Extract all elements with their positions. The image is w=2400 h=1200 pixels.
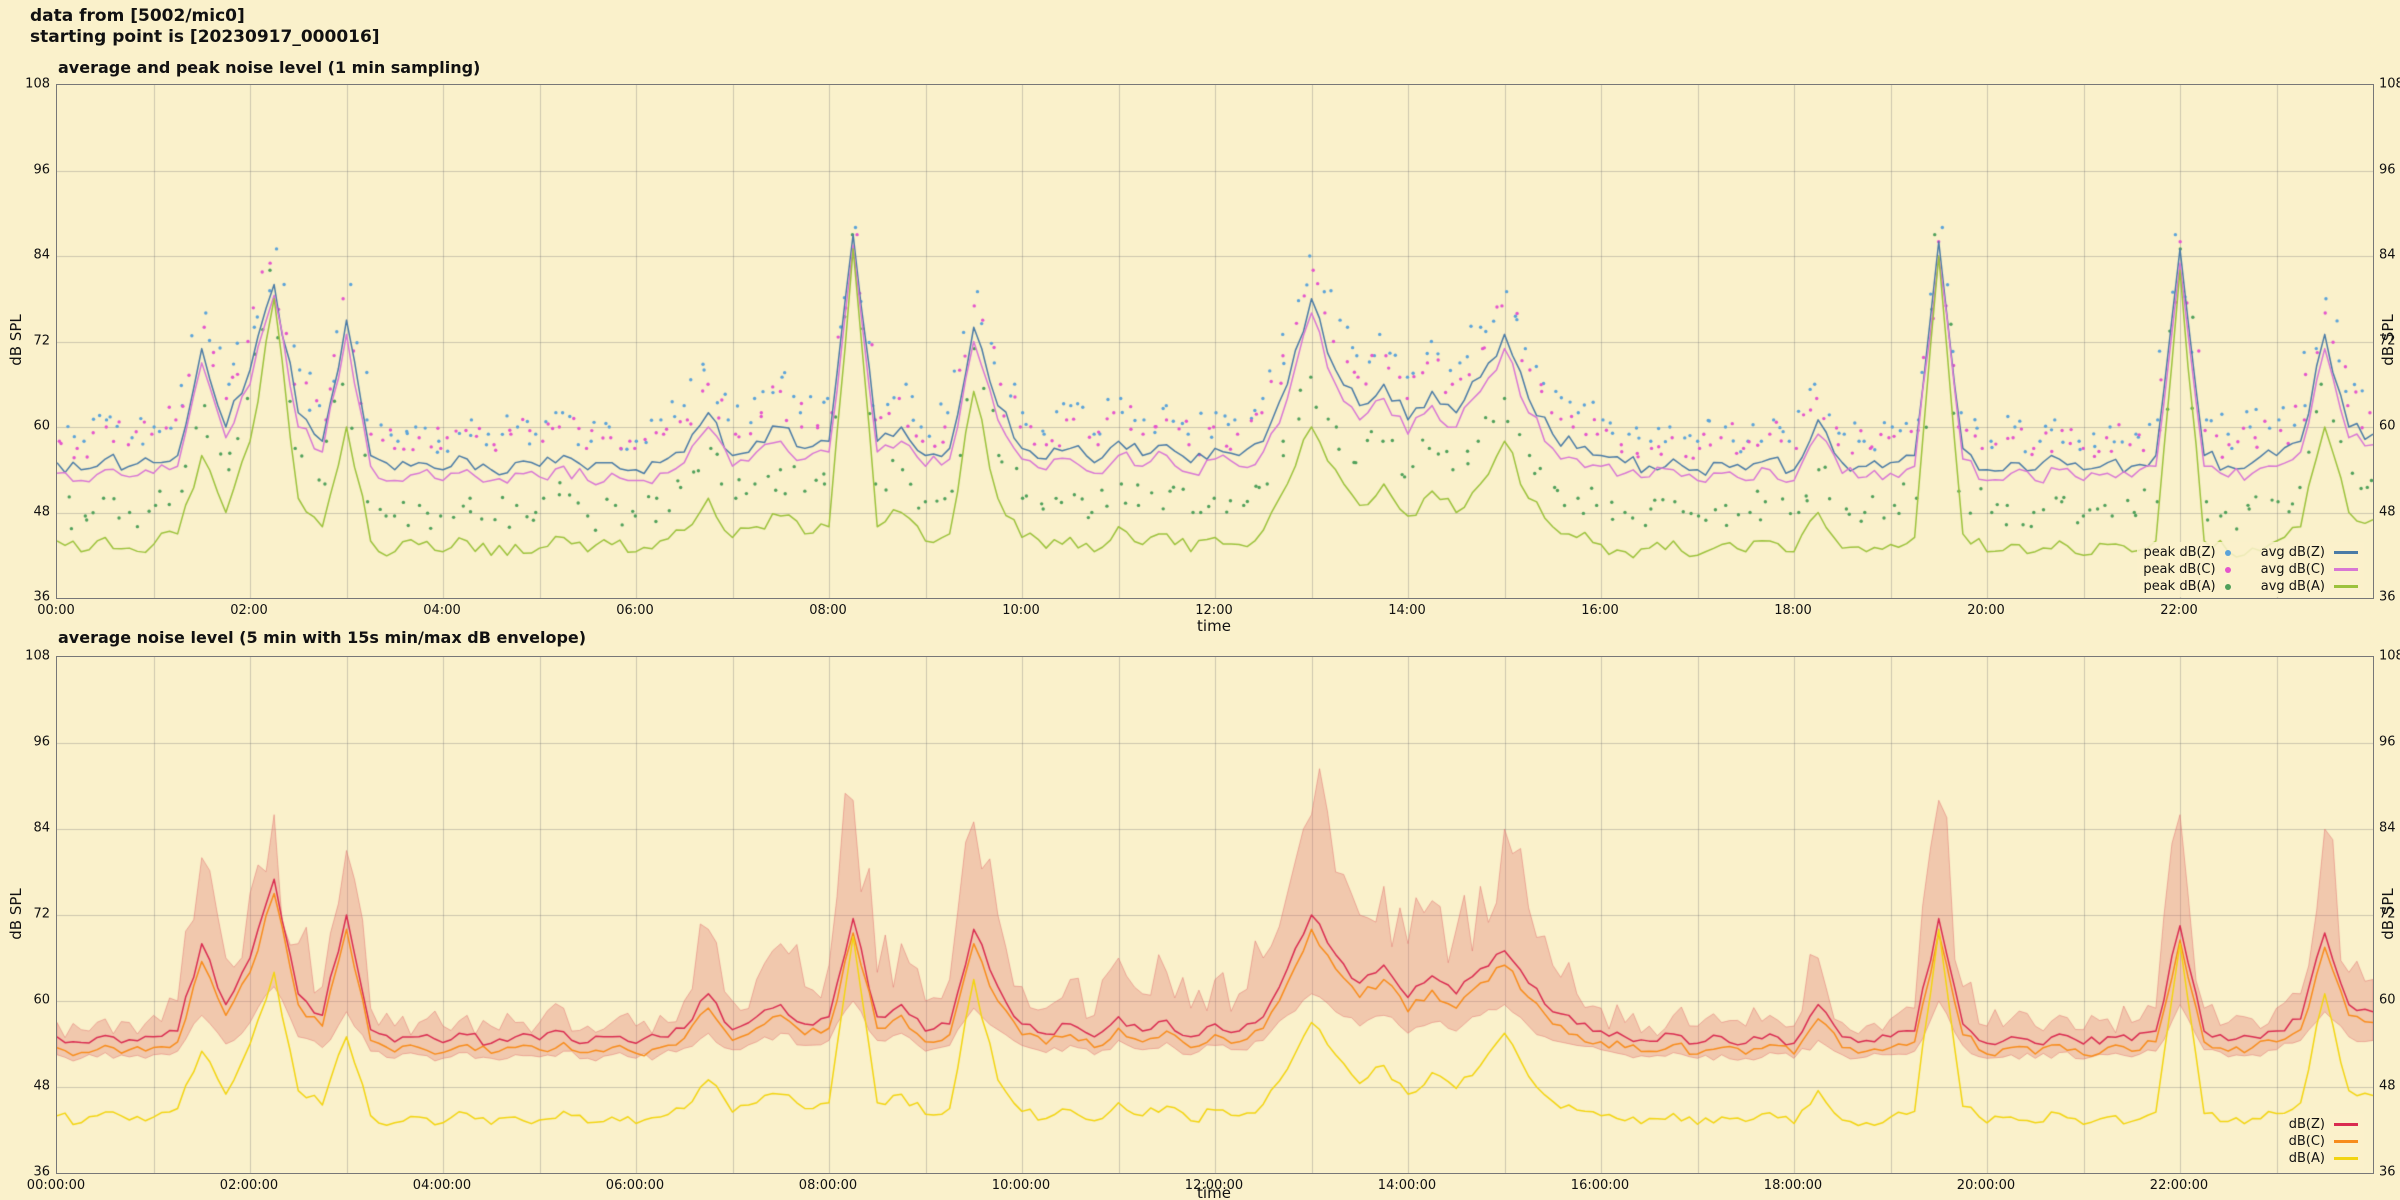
y-tick-label: 36 [33, 1164, 50, 1180]
x-tick-label: 22:00:00 [2149, 1178, 2209, 1193]
legend-label: peak dB(C) [2143, 562, 2216, 577]
start-point-line: starting point is [20230917_000016] [30, 27, 380, 47]
x-tick-label: 10:00:00 [991, 1178, 1051, 1193]
x-tick-label: 14:00:00 [1377, 1178, 1437, 1193]
x-tick-label: 00:00 [37, 603, 75, 618]
data-source-line: data from [5002/mic0] [30, 6, 245, 26]
chart2-canvas [57, 657, 2373, 1173]
legend-item-peak-dbc: peak dB(C) [2143, 561, 2231, 578]
x-tick-label: 08:00 [809, 603, 847, 618]
legend-item-peak-dbz: peak dB(Z) [2143, 544, 2231, 561]
x-tick-label: 20:00 [1967, 603, 2005, 618]
y-tick-label: 108 [25, 76, 50, 92]
peak-dbz-marker-icon [2224, 549, 2231, 556]
y-tick-label: 36 [2379, 1164, 2396, 1180]
y-tick-label: 84 [2379, 247, 2396, 263]
y-tick-label: 72 [33, 333, 50, 348]
legend-label: dB(Z) [2288, 1117, 2325, 1132]
chart1-title: average and peak noise level (1 min samp… [58, 58, 481, 77]
y-tick-label: 108 [2379, 648, 2400, 664]
chart1-plot-area [56, 84, 2374, 599]
dbc-marker-icon [2334, 1140, 2358, 1143]
y-tick-label: 72 [33, 906, 50, 922]
peak-dba-marker-icon [2224, 583, 2231, 590]
x-tick-label: 02:00:00 [219, 1178, 279, 1193]
legend-label: peak dB(Z) [2143, 545, 2216, 560]
avg-dbc-marker-icon [2334, 568, 2358, 571]
legend-label: avg dB(A) [2260, 579, 2325, 594]
avg-dbz-marker-icon [2334, 551, 2358, 554]
y-tick-label: 48 [33, 1078, 50, 1094]
y-tick-label: 48 [33, 504, 50, 519]
y-tick-label: 60 [2379, 418, 2396, 434]
x-tick-label: 18:00:00 [1763, 1178, 1823, 1193]
legend-label: dB(A) [2288, 1151, 2325, 1166]
y-tick-label: 96 [2379, 162, 2396, 177]
legend-item-dbz: dB(Z) [2289, 1116, 2358, 1133]
x-tick-label: 02:00 [230, 603, 268, 618]
y-tick-label: 84 [2379, 820, 2396, 836]
x-tick-label: 18:00 [1774, 603, 1812, 618]
legend-label: dB(C) [2288, 1134, 2325, 1149]
y-tick-label: 108 [25, 648, 50, 664]
legend-item-avg-dba: avg dB(A) [2261, 578, 2358, 595]
x-tick-label: 06:00:00 [605, 1178, 665, 1193]
x-tick-label: 12:00 [1195, 603, 1233, 618]
chart1-legend: peak dB(Z) avg dB(Z) peak dB(C) avg dB(C… [2137, 542, 2364, 597]
x-tick-label: 00:00:00 [26, 1178, 86, 1193]
y-tick-label: 72 [2379, 906, 2396, 922]
x-tick-label: 10:00 [1002, 603, 1040, 618]
x-tick-label: 16:00 [1581, 603, 1619, 618]
peak-dbc-marker-icon [2224, 566, 2231, 573]
y-tick-label: 72 [2379, 333, 2396, 348]
x-tick-label: 08:00:00 [798, 1178, 858, 1193]
y-tick-label: 84 [33, 820, 50, 836]
avg-dba-marker-icon [2334, 585, 2358, 588]
legend-item-dba: dB(A) [2289, 1150, 2358, 1167]
dbz-marker-icon [2334, 1123, 2358, 1126]
x-tick-label: 12:00:00 [1184, 1178, 1244, 1193]
y-tick-label: 108 [2379, 76, 2400, 92]
x-tick-label: 22:00 [2160, 603, 2198, 618]
y-tick-label: 60 [33, 992, 50, 1008]
chart1-canvas [57, 85, 2373, 598]
y-tick-label: 60 [2379, 992, 2396, 1008]
x-tick-label: 16:00:00 [1570, 1178, 1630, 1193]
y-tick-label: 48 [2379, 1078, 2396, 1094]
legend-item-avg-dbz: avg dB(Z) [2261, 544, 2358, 561]
chart2-legend: dB(Z) dB(C) dB(A) [2282, 1114, 2364, 1169]
y-tick-label: 84 [33, 247, 50, 263]
legend-item-peak-dba: peak dB(A) [2143, 578, 2231, 595]
legend-label: avg dB(Z) [2260, 545, 2325, 560]
chart2-title: average noise level (5 min with 15s min/… [58, 628, 587, 647]
legend-item-dbc: dB(C) [2289, 1133, 2358, 1150]
legend-item-avg-dbc: avg dB(C) [2261, 561, 2358, 578]
y-tick-label: 96 [2379, 734, 2396, 750]
x-tick-label: 04:00 [423, 603, 461, 618]
y-tick-label: 36 [33, 589, 50, 605]
y-tick-label: 60 [33, 418, 50, 434]
x-tick-label: 06:00 [616, 603, 654, 618]
y-tick-label: 96 [33, 162, 50, 177]
legend-label: peak dB(A) [2143, 579, 2216, 594]
chart1-x-axis-label: time [1197, 617, 1231, 635]
chart2-plot-area [56, 656, 2374, 1174]
y-tick-label: 36 [2379, 589, 2396, 605]
x-tick-label: 14:00 [1388, 603, 1426, 618]
chart2-x-axis-label: time [1197, 1184, 1231, 1200]
x-tick-label: 20:00:00 [1956, 1178, 2016, 1193]
y-tick-label: 96 [33, 734, 50, 750]
dba-marker-icon [2334, 1157, 2358, 1160]
y-tick-label: 48 [2379, 504, 2396, 519]
x-tick-label: 04:00:00 [412, 1178, 472, 1193]
legend-label: avg dB(C) [2260, 562, 2325, 577]
